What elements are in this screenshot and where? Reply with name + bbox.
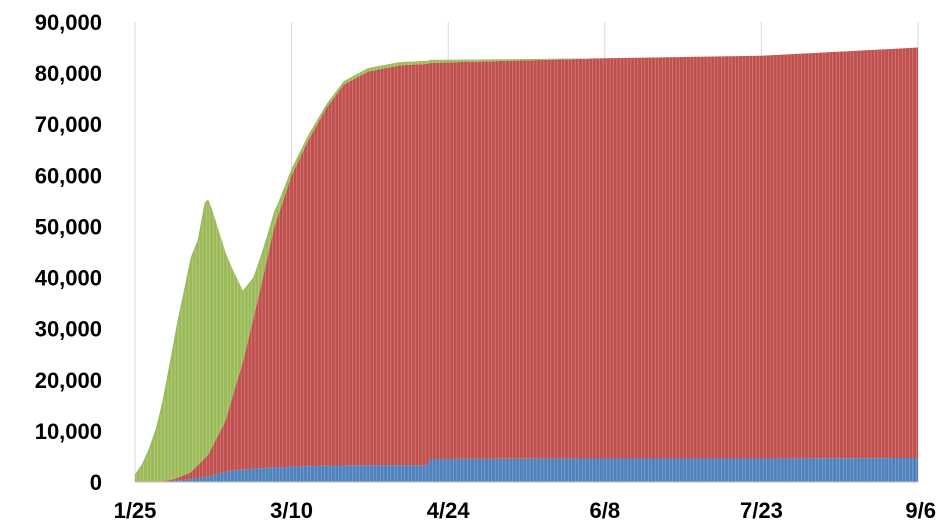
x-tick-label: 4/24 bbox=[427, 498, 471, 523]
series-area-2 bbox=[135, 47, 918, 483]
y-tick-label: 0 bbox=[90, 470, 102, 495]
y-tick-label: 30,000 bbox=[35, 317, 102, 342]
daily-bar-separators bbox=[136, 47, 921, 482]
x-tick-labels: 1/25 3/10 4/24 6/8 7/23 9/6 bbox=[114, 498, 936, 523]
y-tick-label: 90,000 bbox=[35, 10, 102, 35]
x-tick-label: 3/10 bbox=[270, 498, 313, 523]
x-tick-label: 6/8 bbox=[590, 498, 621, 523]
series-areas bbox=[135, 47, 921, 483]
x-tick-label: 7/23 bbox=[740, 498, 783, 523]
series-area-1 bbox=[135, 47, 918, 483]
y-tick-label: 20,000 bbox=[35, 368, 102, 393]
y-tick-label: 40,000 bbox=[35, 266, 102, 291]
x-tick-label: 9/6 bbox=[905, 498, 936, 523]
y-tick-labels: 0 10,000 20,000 30,000 40,000 50,000 60,000 70,… bbox=[35, 10, 102, 495]
y-tick-label: 70,000 bbox=[35, 112, 102, 137]
y-tick-label: 10,000 bbox=[35, 419, 102, 444]
y-tick-label: 60,000 bbox=[35, 163, 102, 188]
y-tick-label: 80,000 bbox=[35, 61, 102, 86]
x-tick-label: 1/25 bbox=[114, 498, 157, 523]
series-area-0 bbox=[135, 457, 918, 482]
y-tick-label: 50,000 bbox=[35, 214, 102, 239]
